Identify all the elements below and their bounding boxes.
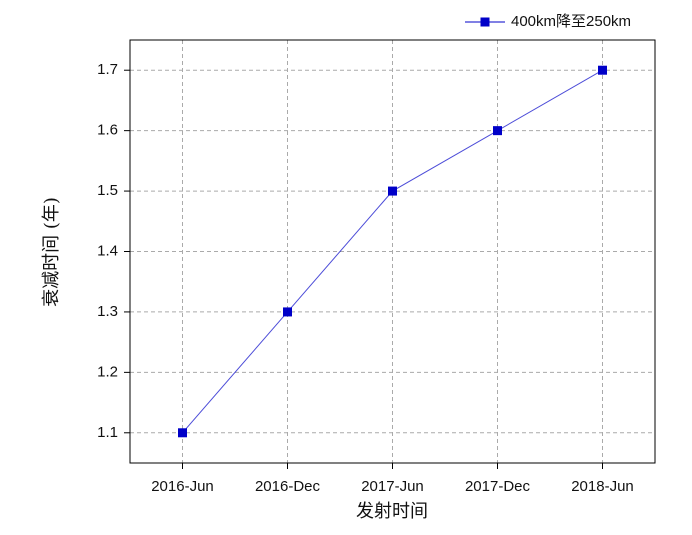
y-tick-label: 1.4 (97, 242, 118, 259)
x-tick-label: 2016-Jun (151, 478, 214, 495)
y-tick-label: 1.2 (97, 363, 118, 380)
x-tick-label: 2017-Jun (361, 478, 424, 495)
x-tick-label: 2018-Jun (571, 478, 634, 495)
x-axis-title: 发射时间 (356, 501, 428, 522)
data-point (493, 126, 502, 136)
data-point (283, 307, 292, 317)
plot-frame (129, 39, 656, 464)
y-tick-label: 1.5 (97, 182, 118, 199)
y-tick-label: 1.6 (97, 122, 118, 139)
legend-marker (480, 17, 490, 27)
y-tick-label: 1.7 (97, 61, 118, 78)
data-point (388, 186, 397, 196)
y-tick-label: 1.1 (97, 424, 118, 441)
x-tick-label: 2017-Dec (465, 478, 531, 495)
data-point (178, 428, 187, 438)
y-axis-title: 衰减时间 (年) (41, 197, 62, 307)
legend-label: 400km降至250km (511, 13, 631, 30)
x-tick-label: 2016-Dec (255, 478, 321, 495)
y-tick-label: 1.3 (97, 303, 118, 320)
data-point (598, 65, 607, 75)
